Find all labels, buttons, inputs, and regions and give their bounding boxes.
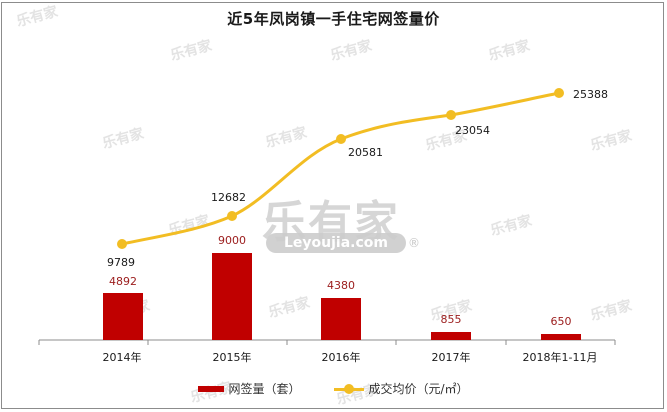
bar-labels: 4892 9000 4380 855 650 bbox=[109, 234, 572, 328]
x-tick-label: 2015年 bbox=[213, 350, 252, 364]
bar-label: 855 bbox=[441, 313, 462, 326]
legend-item-line: 成交均价（元/㎡） bbox=[334, 380, 469, 397]
x-axis-labels: 2014年 2015年 2016年 2017年 2018年1-11月 bbox=[103, 350, 598, 364]
line-marker-swatch-icon bbox=[334, 383, 365, 394]
legend-item-bar: 网签量（套） bbox=[198, 380, 300, 397]
x-tick-label: 2014年 bbox=[103, 350, 142, 364]
bar-label: 4892 bbox=[109, 275, 137, 288]
bar-label: 650 bbox=[551, 315, 572, 328]
bar-2014 bbox=[103, 293, 143, 340]
x-tick-label: 2016年 bbox=[322, 350, 361, 364]
legend-label: 成交均价（元/㎡） bbox=[368, 382, 469, 396]
line-label: 23054 bbox=[455, 124, 490, 137]
x-axis-ticks bbox=[38, 340, 616, 345]
bar-series bbox=[103, 253, 581, 340]
bar-2015 bbox=[212, 253, 252, 340]
line-label: 12682 bbox=[211, 191, 246, 204]
chart-title: 近5年凤岗镇一手住宅网签量价 bbox=[227, 10, 440, 28]
bar-2017 bbox=[431, 332, 471, 340]
line-label: 9789 bbox=[107, 256, 135, 269]
watermark-url: Leyoujia.com bbox=[266, 233, 406, 253]
line-labels: 9789 12682 20581 23054 25388 bbox=[107, 88, 608, 269]
legend-label: 网签量（套） bbox=[228, 382, 301, 396]
line-label: 25388 bbox=[573, 88, 608, 101]
bar-2018 bbox=[541, 334, 581, 340]
line-label: 20581 bbox=[348, 146, 383, 159]
line-markers bbox=[117, 88, 564, 249]
x-tick-label: 2018年1-11月 bbox=[523, 350, 598, 364]
x-tick-label: 2017年 bbox=[432, 350, 471, 364]
bar-label: 9000 bbox=[218, 234, 246, 247]
watermark-registered-icon: ® bbox=[408, 236, 420, 250]
bar-label: 4380 bbox=[327, 279, 355, 292]
chart-legend: 网签量（套） 成交均价（元/㎡） bbox=[0, 380, 667, 397]
bar-2016 bbox=[321, 298, 361, 340]
price-line bbox=[121, 91, 560, 246]
bar-swatch-icon bbox=[198, 385, 225, 392]
